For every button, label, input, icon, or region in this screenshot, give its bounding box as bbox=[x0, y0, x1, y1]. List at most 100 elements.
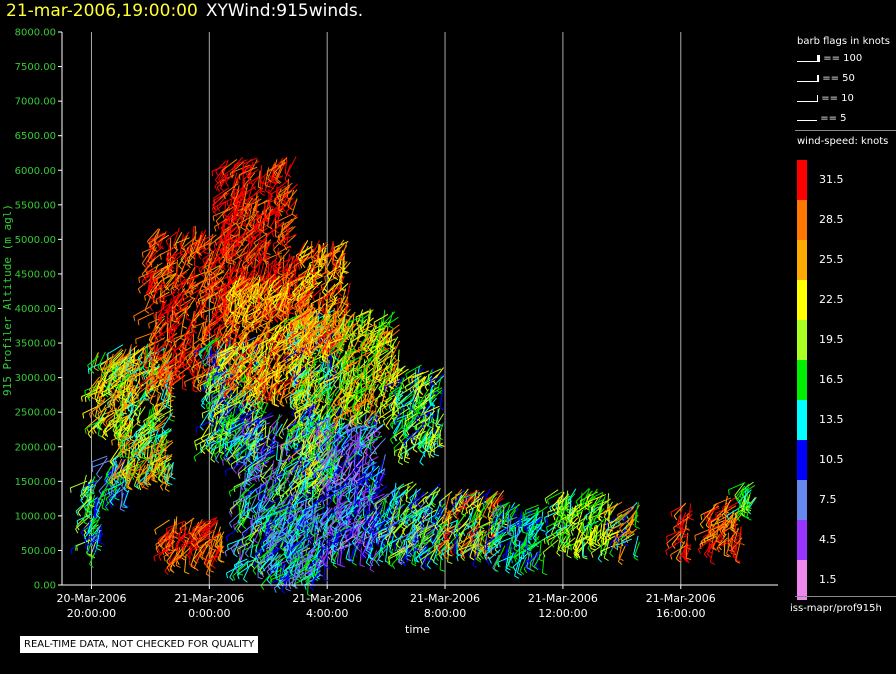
title-name: XYWind:915winds. bbox=[205, 1, 364, 21]
wind-barb bbox=[157, 428, 170, 443]
wind-barb bbox=[122, 426, 135, 442]
wind-barb bbox=[109, 377, 122, 394]
wind-barb bbox=[123, 361, 130, 382]
wind-barb bbox=[97, 418, 103, 438]
wind-barb bbox=[95, 529, 102, 551]
wind-barb bbox=[134, 392, 146, 412]
wind-barb bbox=[87, 355, 99, 371]
wind-barb bbox=[112, 349, 124, 365]
wind-barb bbox=[91, 455, 108, 467]
wind-barb bbox=[95, 498, 104, 519]
wind-barb bbox=[117, 403, 127, 420]
wind-barb bbox=[122, 489, 130, 509]
wind-barb bbox=[127, 470, 136, 490]
wind-barb bbox=[109, 487, 121, 506]
wind-barb bbox=[76, 539, 91, 551]
wind-barb bbox=[91, 475, 103, 493]
wind-barb bbox=[97, 351, 106, 372]
wind-barb bbox=[86, 518, 92, 538]
wind-barb bbox=[137, 312, 155, 326]
wind-barb bbox=[101, 356, 109, 376]
wind-barb bbox=[137, 437, 149, 452]
wind-barb bbox=[224, 462, 244, 476]
wind-barb bbox=[124, 490, 130, 508]
wind-barb bbox=[397, 442, 404, 460]
wind-barb bbox=[147, 413, 163, 425]
wind-barb bbox=[144, 295, 152, 314]
wind-barb bbox=[99, 481, 110, 503]
wind-barb bbox=[156, 416, 169, 432]
wind-barb bbox=[104, 490, 116, 509]
wind-barb bbox=[122, 379, 128, 402]
wind-barb bbox=[97, 408, 107, 431]
wind-barb bbox=[92, 533, 104, 555]
wind-barb bbox=[541, 555, 548, 576]
wind-barb bbox=[126, 386, 141, 399]
wind-barb bbox=[399, 485, 411, 502]
wind-barb bbox=[124, 459, 130, 482]
wind-barb bbox=[110, 362, 127, 381]
wind-barb bbox=[82, 505, 89, 525]
wind-barb bbox=[98, 390, 112, 403]
wind-barb bbox=[108, 391, 123, 411]
wind-barb bbox=[371, 432, 381, 450]
wind-barb bbox=[133, 453, 141, 476]
wind-barb bbox=[286, 156, 297, 178]
wind-barb bbox=[80, 521, 93, 537]
wind-barb bbox=[291, 198, 298, 218]
wind-barb bbox=[129, 420, 136, 442]
wind-barb bbox=[540, 511, 546, 532]
wind-barbs bbox=[69, 156, 757, 597]
wind-barb bbox=[99, 356, 112, 371]
wind-barb bbox=[94, 380, 100, 402]
wind-barb bbox=[75, 515, 91, 534]
wind-barb bbox=[101, 490, 107, 511]
wind-barb bbox=[709, 542, 716, 565]
wind-barb bbox=[161, 412, 173, 433]
title-date: 21-mar-2006,19:00:00 bbox=[6, 1, 198, 21]
wind-barb bbox=[87, 360, 107, 374]
wind-barb bbox=[87, 501, 96, 521]
wind-barb bbox=[88, 404, 102, 419]
wind-barb bbox=[97, 369, 109, 390]
wind-barb bbox=[278, 418, 289, 440]
wind-barb bbox=[87, 386, 98, 402]
wind-barb bbox=[88, 376, 101, 395]
wind-barb bbox=[99, 526, 105, 545]
wind-barb bbox=[118, 348, 127, 369]
wind-barb bbox=[544, 489, 559, 504]
wind-barb bbox=[84, 420, 100, 434]
wind-barb bbox=[93, 496, 99, 519]
wind-barb bbox=[244, 538, 256, 558]
wind-barb bbox=[345, 282, 352, 306]
wind-barb bbox=[82, 474, 88, 493]
wind-barb bbox=[397, 443, 404, 466]
wind-barb bbox=[110, 472, 125, 486]
wind-barb bbox=[225, 526, 242, 542]
wind-barb bbox=[89, 487, 95, 508]
wind-barb bbox=[82, 404, 101, 419]
wind-barb bbox=[125, 418, 134, 439]
wind-barb bbox=[130, 434, 140, 452]
wind-barb bbox=[92, 516, 101, 536]
wind-barb bbox=[438, 423, 444, 441]
wind-barb bbox=[137, 465, 143, 485]
wind-barb bbox=[106, 344, 124, 360]
wind-barb bbox=[84, 384, 99, 396]
wind-barb bbox=[127, 460, 136, 479]
wind-barb bbox=[119, 492, 125, 512]
wind-barb bbox=[96, 457, 108, 479]
wind-barb bbox=[110, 385, 126, 401]
wind-barb bbox=[157, 440, 173, 453]
wind-barb bbox=[135, 369, 149, 382]
wind-barb bbox=[97, 412, 115, 428]
wind-barb bbox=[264, 504, 276, 521]
wind-barb bbox=[149, 388, 157, 406]
wind-barb bbox=[439, 388, 445, 411]
wind-barb bbox=[77, 499, 90, 517]
wind-barb bbox=[91, 460, 110, 473]
wind-barb bbox=[113, 359, 124, 378]
wind-barb bbox=[529, 538, 546, 552]
wind-barb bbox=[101, 422, 111, 441]
